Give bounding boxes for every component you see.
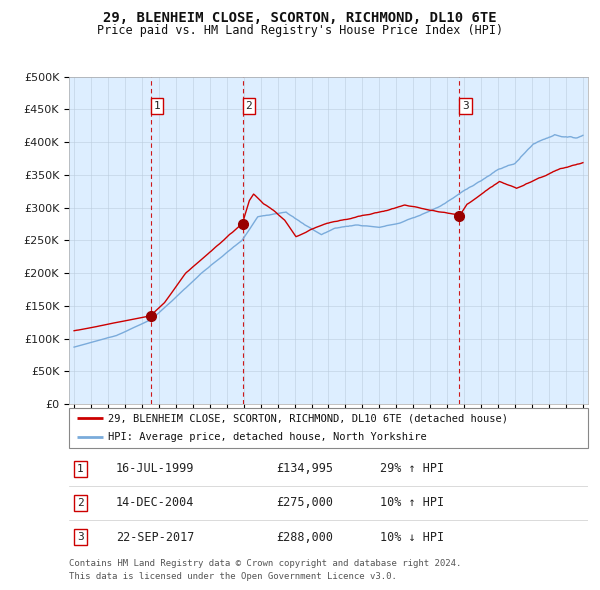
Text: 29% ↑ HPI: 29% ↑ HPI xyxy=(380,463,445,476)
Text: £134,995: £134,995 xyxy=(277,463,334,476)
Text: 2: 2 xyxy=(245,101,252,111)
Text: 2: 2 xyxy=(77,498,84,508)
Text: 3: 3 xyxy=(77,532,84,542)
Text: 3: 3 xyxy=(462,101,469,111)
Text: 1: 1 xyxy=(77,464,84,474)
Text: 29, BLENHEIM CLOSE, SCORTON, RICHMOND, DL10 6TE (detached house): 29, BLENHEIM CLOSE, SCORTON, RICHMOND, D… xyxy=(108,414,508,423)
Text: Price paid vs. HM Land Registry's House Price Index (HPI): Price paid vs. HM Land Registry's House … xyxy=(97,24,503,37)
Text: £275,000: £275,000 xyxy=(277,496,334,510)
Text: 16-JUL-1999: 16-JUL-1999 xyxy=(116,463,194,476)
Text: HPI: Average price, detached house, North Yorkshire: HPI: Average price, detached house, Nort… xyxy=(108,432,427,442)
Text: £288,000: £288,000 xyxy=(277,530,334,543)
Text: 22-SEP-2017: 22-SEP-2017 xyxy=(116,530,194,543)
Text: 10% ↑ HPI: 10% ↑ HPI xyxy=(380,496,445,510)
Text: This data is licensed under the Open Government Licence v3.0.: This data is licensed under the Open Gov… xyxy=(69,572,397,581)
Text: 14-DEC-2004: 14-DEC-2004 xyxy=(116,496,194,510)
Text: 29, BLENHEIM CLOSE, SCORTON, RICHMOND, DL10 6TE: 29, BLENHEIM CLOSE, SCORTON, RICHMOND, D… xyxy=(103,11,497,25)
FancyBboxPatch shape xyxy=(69,408,588,448)
Text: Contains HM Land Registry data © Crown copyright and database right 2024.: Contains HM Land Registry data © Crown c… xyxy=(69,559,461,568)
Text: 10% ↓ HPI: 10% ↓ HPI xyxy=(380,530,445,543)
Text: 1: 1 xyxy=(154,101,160,111)
